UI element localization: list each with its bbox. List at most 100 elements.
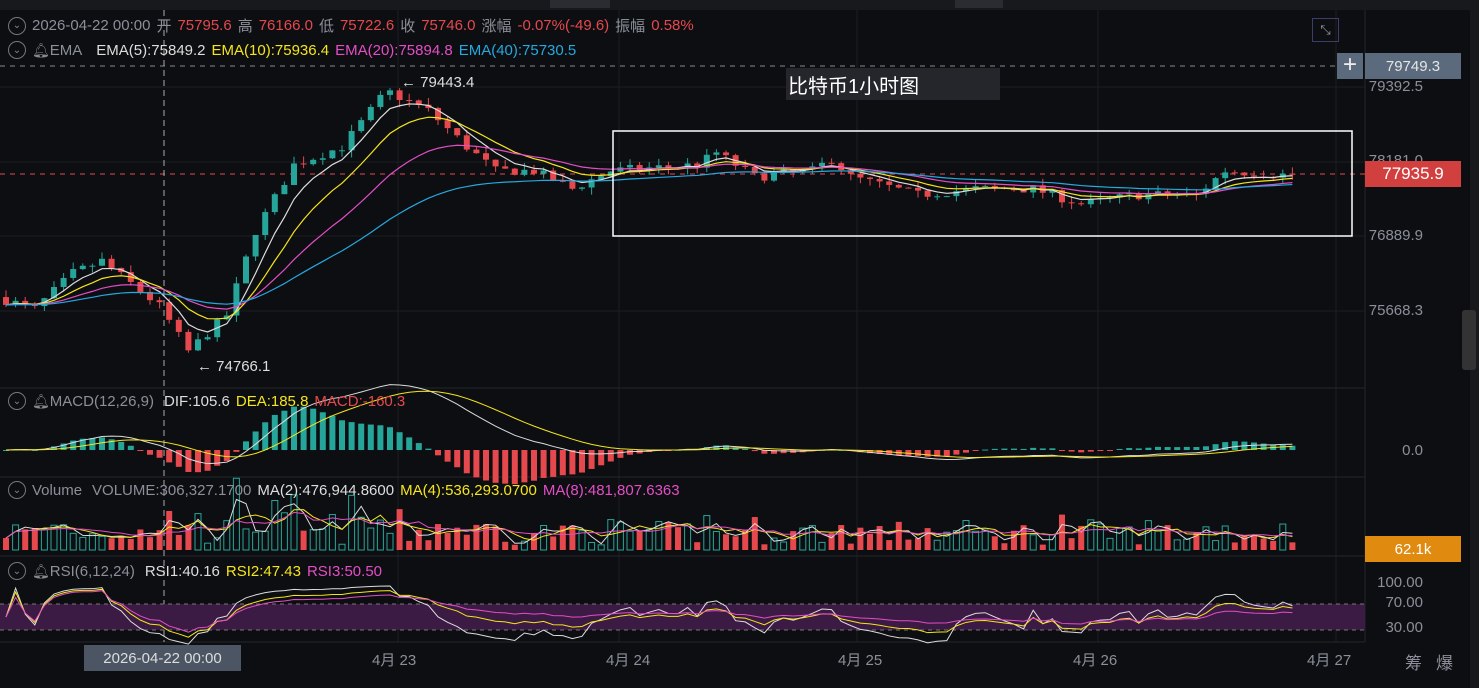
macd-bar — [732, 447, 739, 450]
candle-body — [89, 265, 96, 267]
macd-bar — [1068, 450, 1075, 452]
ma8-value: MA(8):481,807.6363 — [542, 481, 680, 499]
macd-bar — [310, 408, 317, 450]
macd-bar — [300, 406, 307, 450]
candle-body — [425, 104, 432, 109]
candle-body — [415, 100, 422, 105]
volume-bar — [108, 538, 115, 550]
bell-icon[interactable]: 🔔︎ — [32, 41, 50, 58]
volume-bar — [962, 519, 970, 551]
macd-bar — [1289, 445, 1296, 450]
macd-bar — [319, 412, 326, 450]
macd-bar — [223, 450, 230, 461]
macd-bar — [963, 450, 969, 453]
volume-bar — [1221, 525, 1229, 551]
macd-bar — [147, 450, 153, 455]
macd-bar — [339, 420, 345, 450]
volume-tag: 62.1k — [1365, 536, 1461, 562]
candle-body — [175, 319, 182, 332]
macd-bar — [454, 450, 461, 468]
macd-bar — [473, 450, 480, 478]
candle-body — [569, 181, 576, 189]
volume-bar — [79, 536, 87, 551]
macd-bar — [156, 450, 163, 458]
volume-bar — [194, 513, 202, 551]
volume-bar — [694, 542, 701, 550]
candle-body — [665, 165, 672, 168]
volume-bar — [818, 541, 826, 551]
macd-bar — [1164, 447, 1171, 450]
volume-bar — [588, 541, 596, 551]
candle-body — [22, 300, 29, 304]
candle-body — [588, 179, 595, 188]
volume-bar — [261, 530, 269, 551]
volume-bar — [386, 532, 394, 551]
add-alert-plus-icon[interactable]: + — [1337, 53, 1363, 79]
chart-title-annotation[interactable]: 比特币1小时图 — [786, 68, 1000, 100]
candle-body — [60, 277, 67, 287]
candle-body — [991, 185, 998, 188]
macd-bar — [233, 450, 240, 452]
collapse-icon[interactable]: ⌄ — [8, 562, 26, 580]
collapse-icon[interactable]: ⌄ — [8, 481, 26, 499]
bell-icon[interactable]: 🔔︎ — [32, 562, 50, 579]
bell-icon[interactable]: 🔔︎ — [32, 392, 50, 409]
volume-bar — [943, 531, 951, 551]
volume-bar — [69, 532, 77, 551]
candle-body — [204, 337, 211, 340]
macd-bar — [915, 450, 921, 456]
volume-bar — [223, 520, 231, 551]
macd-bar — [415, 443, 422, 450]
candle-body — [684, 163, 691, 168]
scroll-handle[interactable] — [1462, 310, 1476, 370]
volume-bar — [156, 530, 163, 550]
candle-body — [329, 150, 336, 159]
volume-bar — [531, 532, 537, 550]
candle-body — [867, 177, 873, 180]
candle-body — [627, 165, 633, 168]
candle-body — [1241, 172, 1248, 176]
fullscreen-icon[interactable]: ⤡ — [1312, 18, 1339, 42]
candle-body — [703, 154, 710, 168]
volume-bar — [1212, 540, 1220, 551]
volume-bar — [463, 534, 470, 550]
candle-body — [540, 170, 547, 174]
rsi-axis-label: 70.00 — [1385, 594, 1423, 611]
ema40-line — [5, 170, 1293, 306]
ema40-value: EMA(40):75730.5 — [458, 41, 577, 59]
volume-bar — [770, 537, 778, 551]
macd-bar — [1030, 447, 1037, 450]
candle-body — [694, 163, 701, 168]
macd-label: MACD(12,26,9) — [49, 392, 154, 410]
right-scrollbar[interactable] — [1462, 0, 1479, 688]
candle-body — [262, 212, 269, 236]
candle-body — [521, 169, 528, 175]
volume-ma8-line — [5, 511, 1293, 539]
macd-bar — [924, 450, 931, 457]
macd-bar — [396, 432, 403, 450]
macd-bar — [483, 450, 489, 481]
candle-body — [339, 150, 345, 152]
candle-body — [319, 158, 326, 160]
volume-bar — [376, 519, 384, 551]
macd-bar — [627, 450, 633, 455]
ma2-value: MA(2):476,944.8600 — [257, 481, 395, 499]
collapse-icon[interactable]: ⌄ — [8, 392, 26, 410]
candle-body — [1231, 172, 1238, 174]
candle-body — [1212, 178, 1219, 189]
volume-bar — [118, 535, 125, 550]
macd-bar — [780, 450, 787, 454]
volume-bar — [790, 531, 797, 550]
liquidation-button[interactable]: 爆 — [1436, 654, 1453, 673]
macd-bar — [598, 450, 605, 466]
macd-bar — [358, 423, 365, 450]
ema10-value: EMA(10):75936.4 — [211, 41, 330, 59]
collapse-icon[interactable]: ⌄ — [8, 41, 26, 59]
volume-bar — [1039, 544, 1046, 550]
macd-bar — [1039, 448, 1046, 450]
collapse-icon[interactable]: ⌄ — [8, 16, 26, 35]
macd-bar — [271, 414, 278, 450]
rsi-band — [0, 604, 1365, 630]
chip-distribution-button[interactable]: 筹 — [1405, 654, 1422, 673]
